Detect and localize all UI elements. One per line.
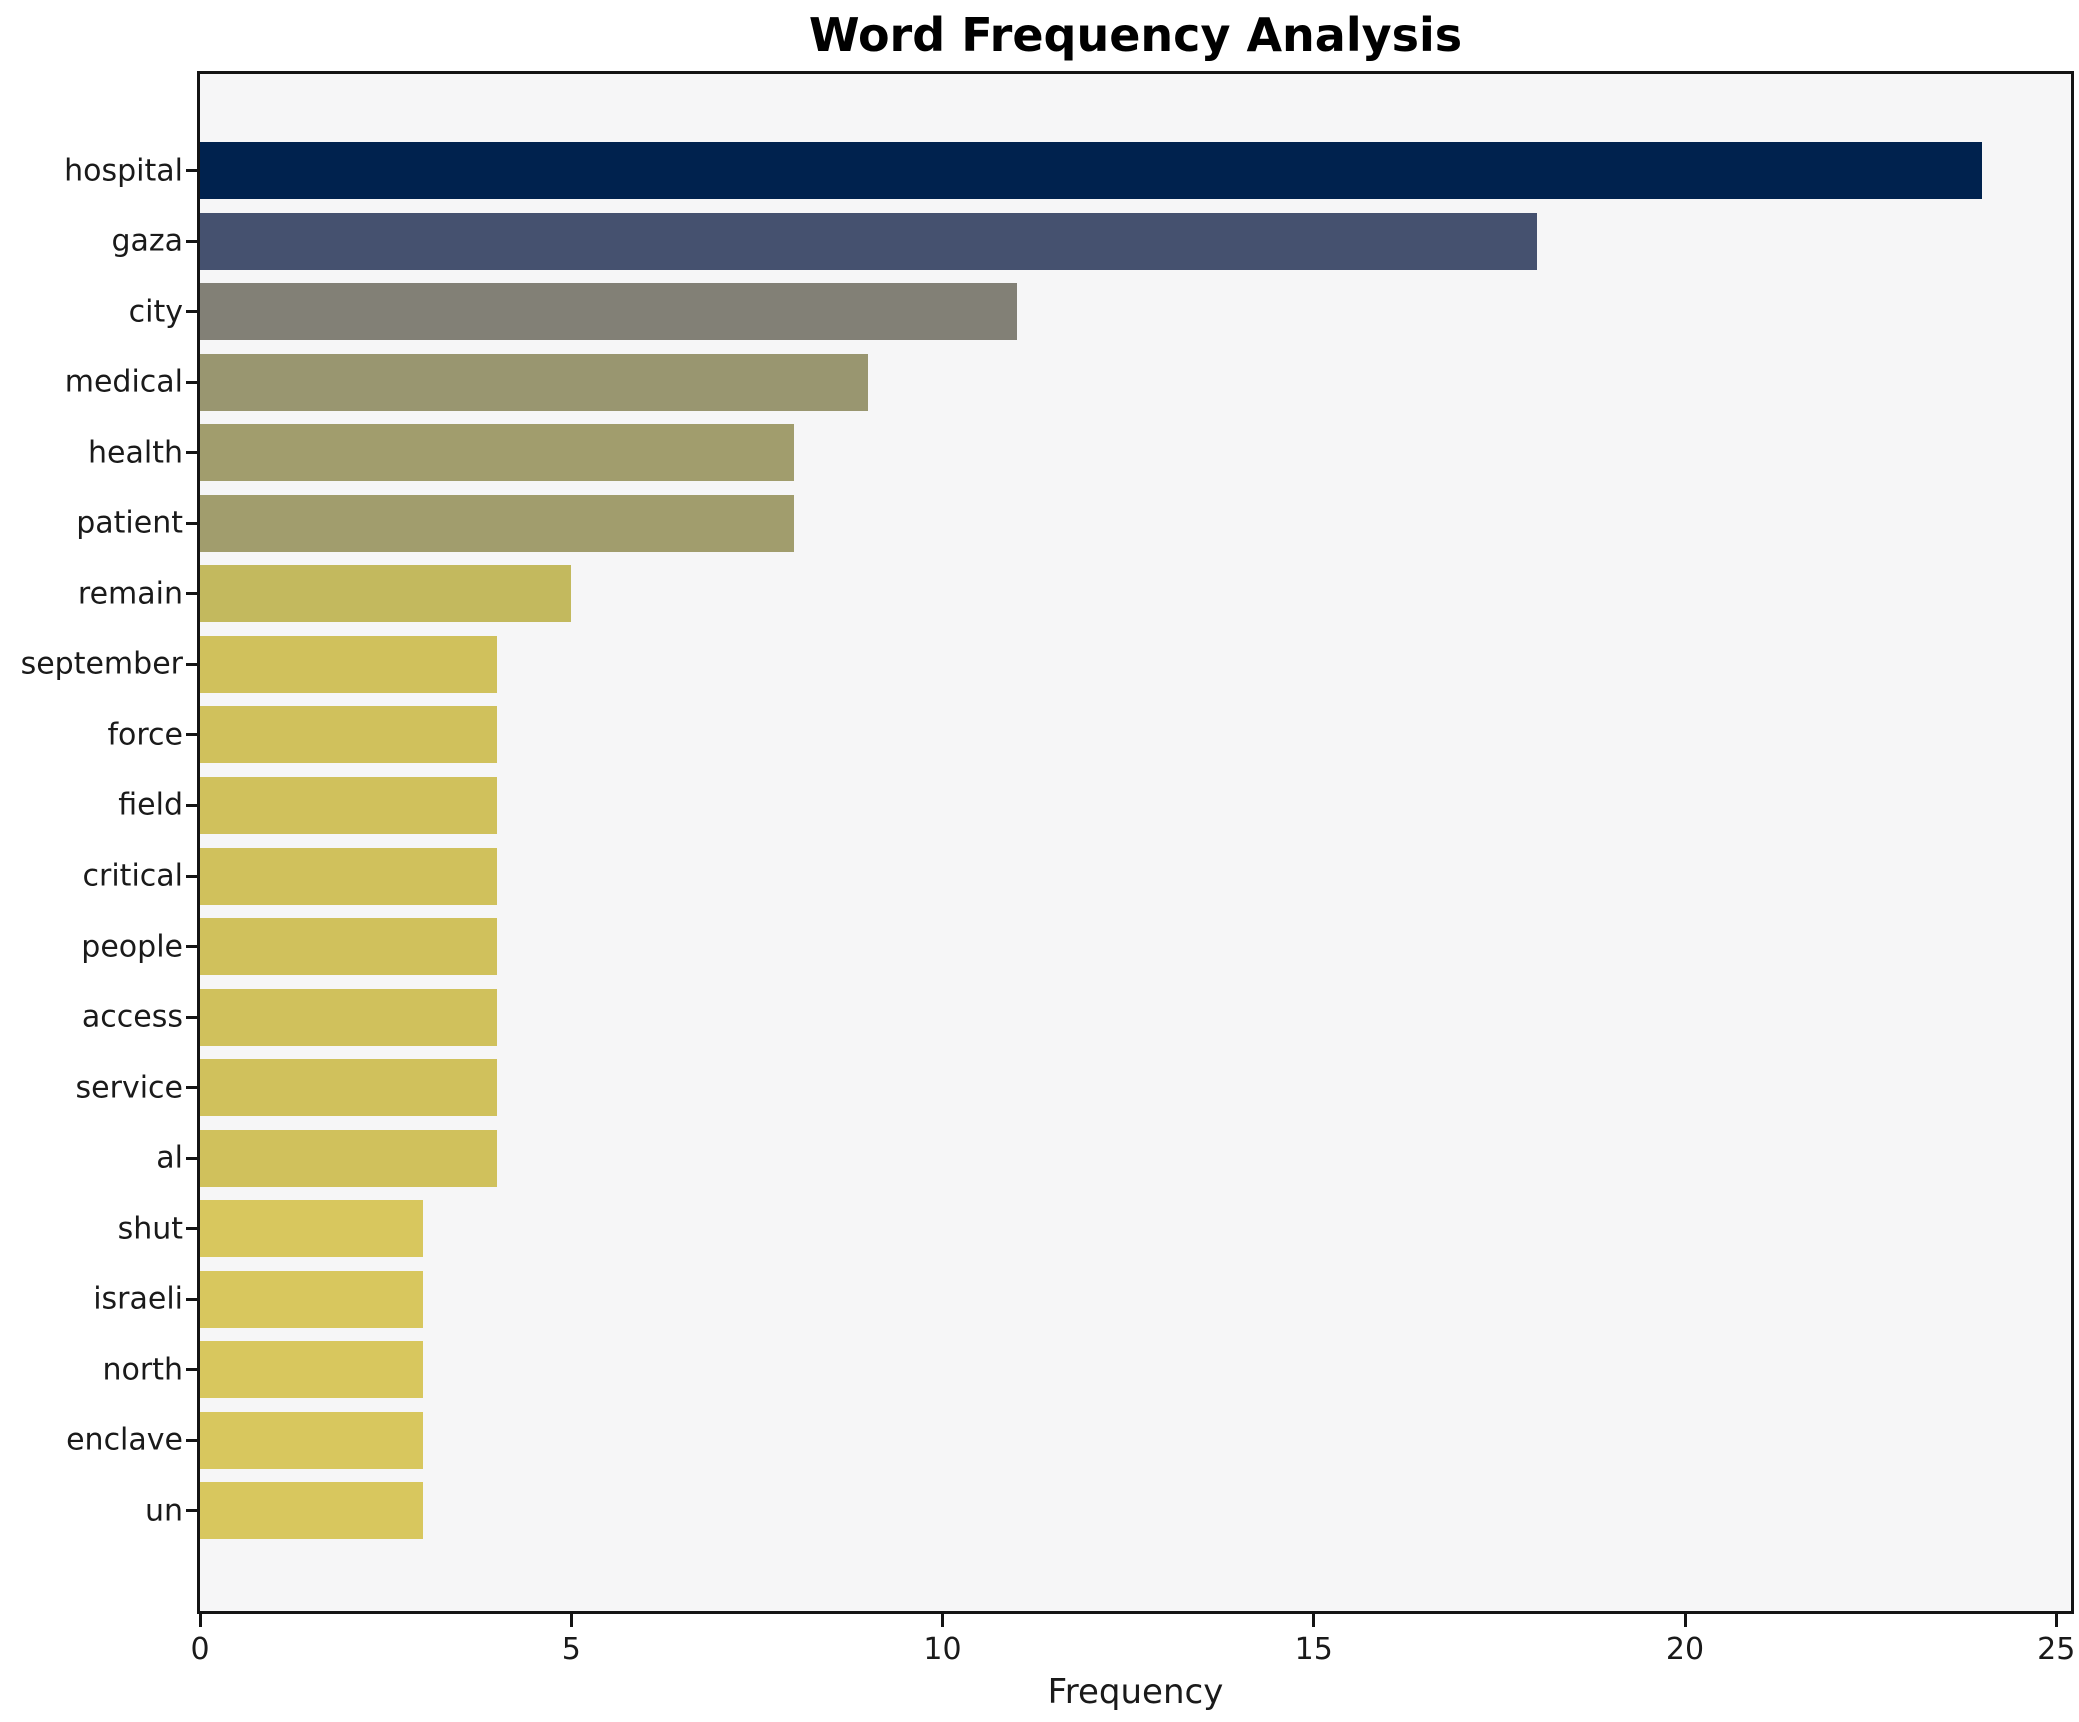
bar-health [200,424,794,482]
y-tick-mark [186,1368,197,1372]
y-tick-label: gaza [111,223,183,259]
bar-patient [200,494,794,552]
y-tick-label: un [144,1493,183,1529]
y-tick-label: service [75,1070,183,1106]
x-tick-mark [941,1614,944,1627]
bar-access [200,988,497,1046]
x-tick-label: 0 [190,1632,210,1667]
y-tick-mark [186,592,197,596]
y-tick-label: force [107,717,183,753]
y-tick-mark [186,451,197,455]
y-tick-mark [186,1509,197,1513]
bar-north [200,1341,423,1399]
bar-shut [200,1200,423,1258]
bar-field [200,776,497,834]
y-tick-mark [186,1086,197,1090]
bar-gaza [200,212,1537,270]
y-tick-mark [186,803,197,807]
x-tick-mark [1312,1614,1316,1627]
y-tick-mark [186,310,197,314]
bar-critical [200,847,497,905]
y-tick-mark [186,874,197,878]
bar-remain [200,565,572,623]
y-tick-mark [186,521,197,525]
y-tick-mark [186,1156,197,1160]
y-tick-label: critical [82,858,183,894]
y-tick-mark [186,733,197,737]
y-tick-label: access [81,999,183,1035]
x-tick-label: 5 [561,1632,581,1667]
bar-service [200,1059,497,1117]
y-tick-mark [186,1227,197,1231]
y-tick-label: patient [76,505,183,541]
y-tick-label: shut [117,1211,183,1247]
y-tick-mark [186,169,197,172]
bar-enclave [200,1411,423,1469]
y-tick-mark [186,662,197,666]
bar-israeli [200,1270,423,1328]
y-tick-label: medical [64,364,183,400]
x-tick-mark [2054,1614,2058,1627]
bar-al [200,1129,497,1187]
bar-september [200,635,497,693]
bar-force [200,706,497,764]
y-tick-label: september [20,646,183,682]
bar-people [200,918,497,976]
y-tick-mark [186,945,197,949]
x-tick-label: 15 [1294,1632,1333,1667]
y-tick-label: al [156,1140,183,1176]
y-tick-mark [186,380,197,384]
bar-hospital [200,142,1982,199]
x-tick-mark [198,1614,202,1627]
y-tick-label: health [88,435,183,471]
bar-medical [200,353,869,411]
y-tick-label: israeli [93,1281,183,1317]
y-tick-label: people [81,929,183,965]
x-tick-label: 25 [2037,1632,2076,1667]
y-tick-label: remain [77,576,183,612]
y-tick-label: enclave [66,1422,183,1458]
y-tick-label: city [128,294,183,330]
y-tick-mark [186,1297,197,1301]
x-tick-mark [1683,1614,1687,1627]
y-tick-mark [186,1015,197,1019]
x-axis-title: Frequency [1047,1672,1224,1712]
y-tick-mark [186,1438,197,1442]
y-tick-mark [186,239,197,243]
x-tick-mark [569,1614,573,1627]
bar-un [200,1482,423,1540]
chart-title: Word Frequency Analysis [808,8,1463,62]
bar-city [200,283,1017,341]
y-tick-label: field [118,787,183,823]
y-tick-label: hospital [64,153,183,188]
y-tick-label: north [102,1352,183,1388]
x-tick-label: 20 [1665,1632,1705,1667]
x-tick-label: 10 [923,1632,962,1667]
